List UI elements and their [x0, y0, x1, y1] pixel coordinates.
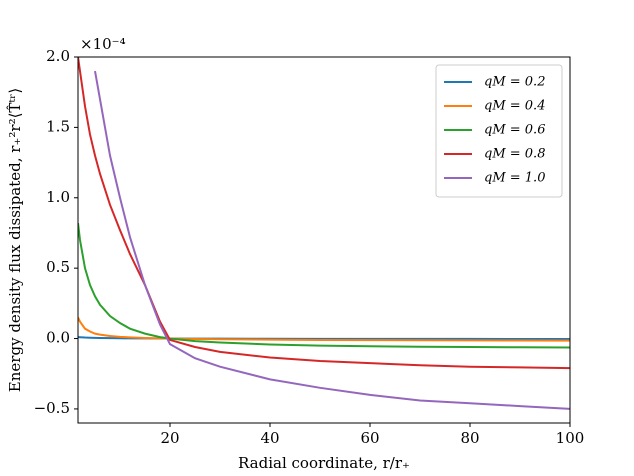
x-tick-label: 100: [556, 429, 585, 447]
y-tick-label: −0.5: [34, 399, 70, 417]
offset-text: ×10⁻⁴: [80, 35, 126, 53]
legend-box: [435, 64, 563, 198]
axes-frame: [77, 56, 571, 424]
y-tick-label: 0.5: [46, 258, 70, 276]
legend-label: qM = 0.6: [484, 123, 545, 138]
legend-label: qM = 0.8: [484, 147, 545, 162]
legend: qM = 0.2 qM = 0.4 qM = 0.6 qM = 0.8 qM = 1.0: [435, 64, 563, 198]
x-tick-label: 20: [160, 429, 179, 447]
legend-label: qM = 1.0: [484, 171, 545, 186]
series-line: [94, 70, 570, 410]
series-line: [78, 222, 570, 349]
y-tick-label: 1.5: [46, 117, 70, 135]
x-tick-label: 60: [360, 429, 379, 447]
y-tick-label: 1.0: [46, 188, 70, 206]
series-line: [78, 316, 570, 342]
x-tick-label: 40: [260, 429, 279, 447]
y-axis-label: Energy density flux dissipated, r₊²r²⟨T̂…: [6, 88, 24, 392]
x-axis-label: Radial coordinate, r/r₊: [238, 454, 410, 472]
plot-area: [78, 57, 570, 410]
y-tick-label: 0.0: [46, 329, 70, 347]
x-tick-label: 80: [460, 429, 479, 447]
legend-label: qM = 0.4: [484, 99, 545, 114]
legend-label: qM = 0.2: [484, 75, 545, 90]
y-tick-label: 2.0: [46, 47, 70, 65]
